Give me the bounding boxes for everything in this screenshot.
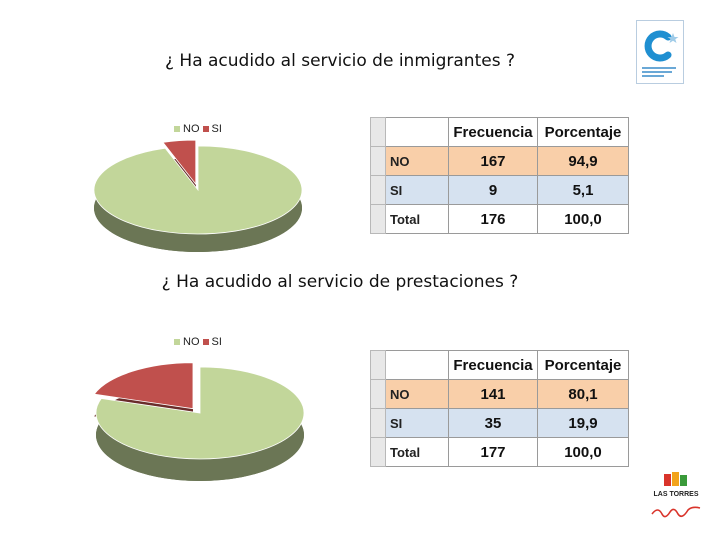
las-torres-logo: LAS TORRES [648, 470, 704, 530]
chart-2-title: ¿ Ha acudido al servicio de prestaciones… [161, 272, 519, 292]
chart-2-pie [93, 362, 305, 481]
legend-label-no: NO [183, 123, 200, 135]
legend-swatch-si [202, 339, 209, 345]
frecuencia-cell: 177 [448, 437, 538, 467]
header-porcentaje: Porcentaje [537, 350, 629, 380]
table-corner [385, 117, 449, 147]
frecuencia-cell: 9 [448, 175, 538, 205]
porcentaje-cell: 94,9 [537, 146, 629, 176]
table-row: NO 167 94,9 [370, 146, 629, 176]
pie-slice-no [95, 366, 305, 481]
porcentaje-cell: 19,9 [537, 408, 629, 438]
frecuencia-cell: 167 [448, 146, 538, 176]
table-row: SI 9 5,1 [370, 175, 629, 205]
legend-label-no: NO [183, 336, 200, 348]
porcentaje-cell: 80,1 [537, 379, 629, 409]
row-label: NO [385, 379, 449, 409]
table-corner [385, 350, 449, 380]
table-stub [370, 350, 386, 380]
row-label: SI [385, 408, 449, 438]
header-porcentaje: Porcentaje [537, 117, 629, 147]
table-row: Total 177 100,0 [370, 437, 629, 467]
legend-label-si: SI [211, 123, 222, 135]
porcentaje-cell: 100,0 [537, 204, 629, 234]
porcentaje-cell: 5,1 [537, 175, 629, 205]
chart-1-table: Frecuencia Porcentaje NO 167 94,9 SI 9 5… [370, 117, 629, 234]
header-frecuencia: Frecuencia [448, 117, 538, 147]
row-label: SI [385, 175, 449, 205]
chart-2-table: Frecuencia Porcentaje NO 141 80,1 SI 35 … [370, 350, 629, 467]
legend-swatch-no [174, 339, 180, 345]
legend-swatch-no [174, 126, 180, 132]
table-stub [370, 117, 386, 147]
frecuencia-cell: 141 [448, 379, 538, 409]
table-row: NO 141 80,1 [370, 379, 629, 409]
frecuencia-cell: 176 [448, 204, 538, 234]
row-label: Total [385, 437, 449, 467]
row-label: Total [385, 204, 449, 234]
table-row: SI 35 19,9 [370, 408, 629, 438]
logo-text: LAS TORRES [654, 491, 699, 498]
table-row: Total 176 100,0 [370, 204, 629, 234]
legend-swatch-si [202, 126, 209, 132]
header-frecuencia: Frecuencia [448, 350, 538, 380]
frecuencia-cell: 35 [448, 408, 538, 438]
party-logo [636, 20, 684, 84]
row-label: NO [385, 146, 449, 176]
porcentaje-cell: 100,0 [537, 437, 629, 467]
chart-1-legend: NO SI [174, 123, 222, 135]
chart-1-title: ¿ Ha acudido al servicio de inmigrantes … [164, 51, 515, 71]
legend-label-si: SI [211, 336, 222, 348]
chart-2-legend: NO SI [174, 336, 222, 348]
chart-1-pie [93, 139, 303, 253]
pie-slice-no [93, 145, 303, 253]
